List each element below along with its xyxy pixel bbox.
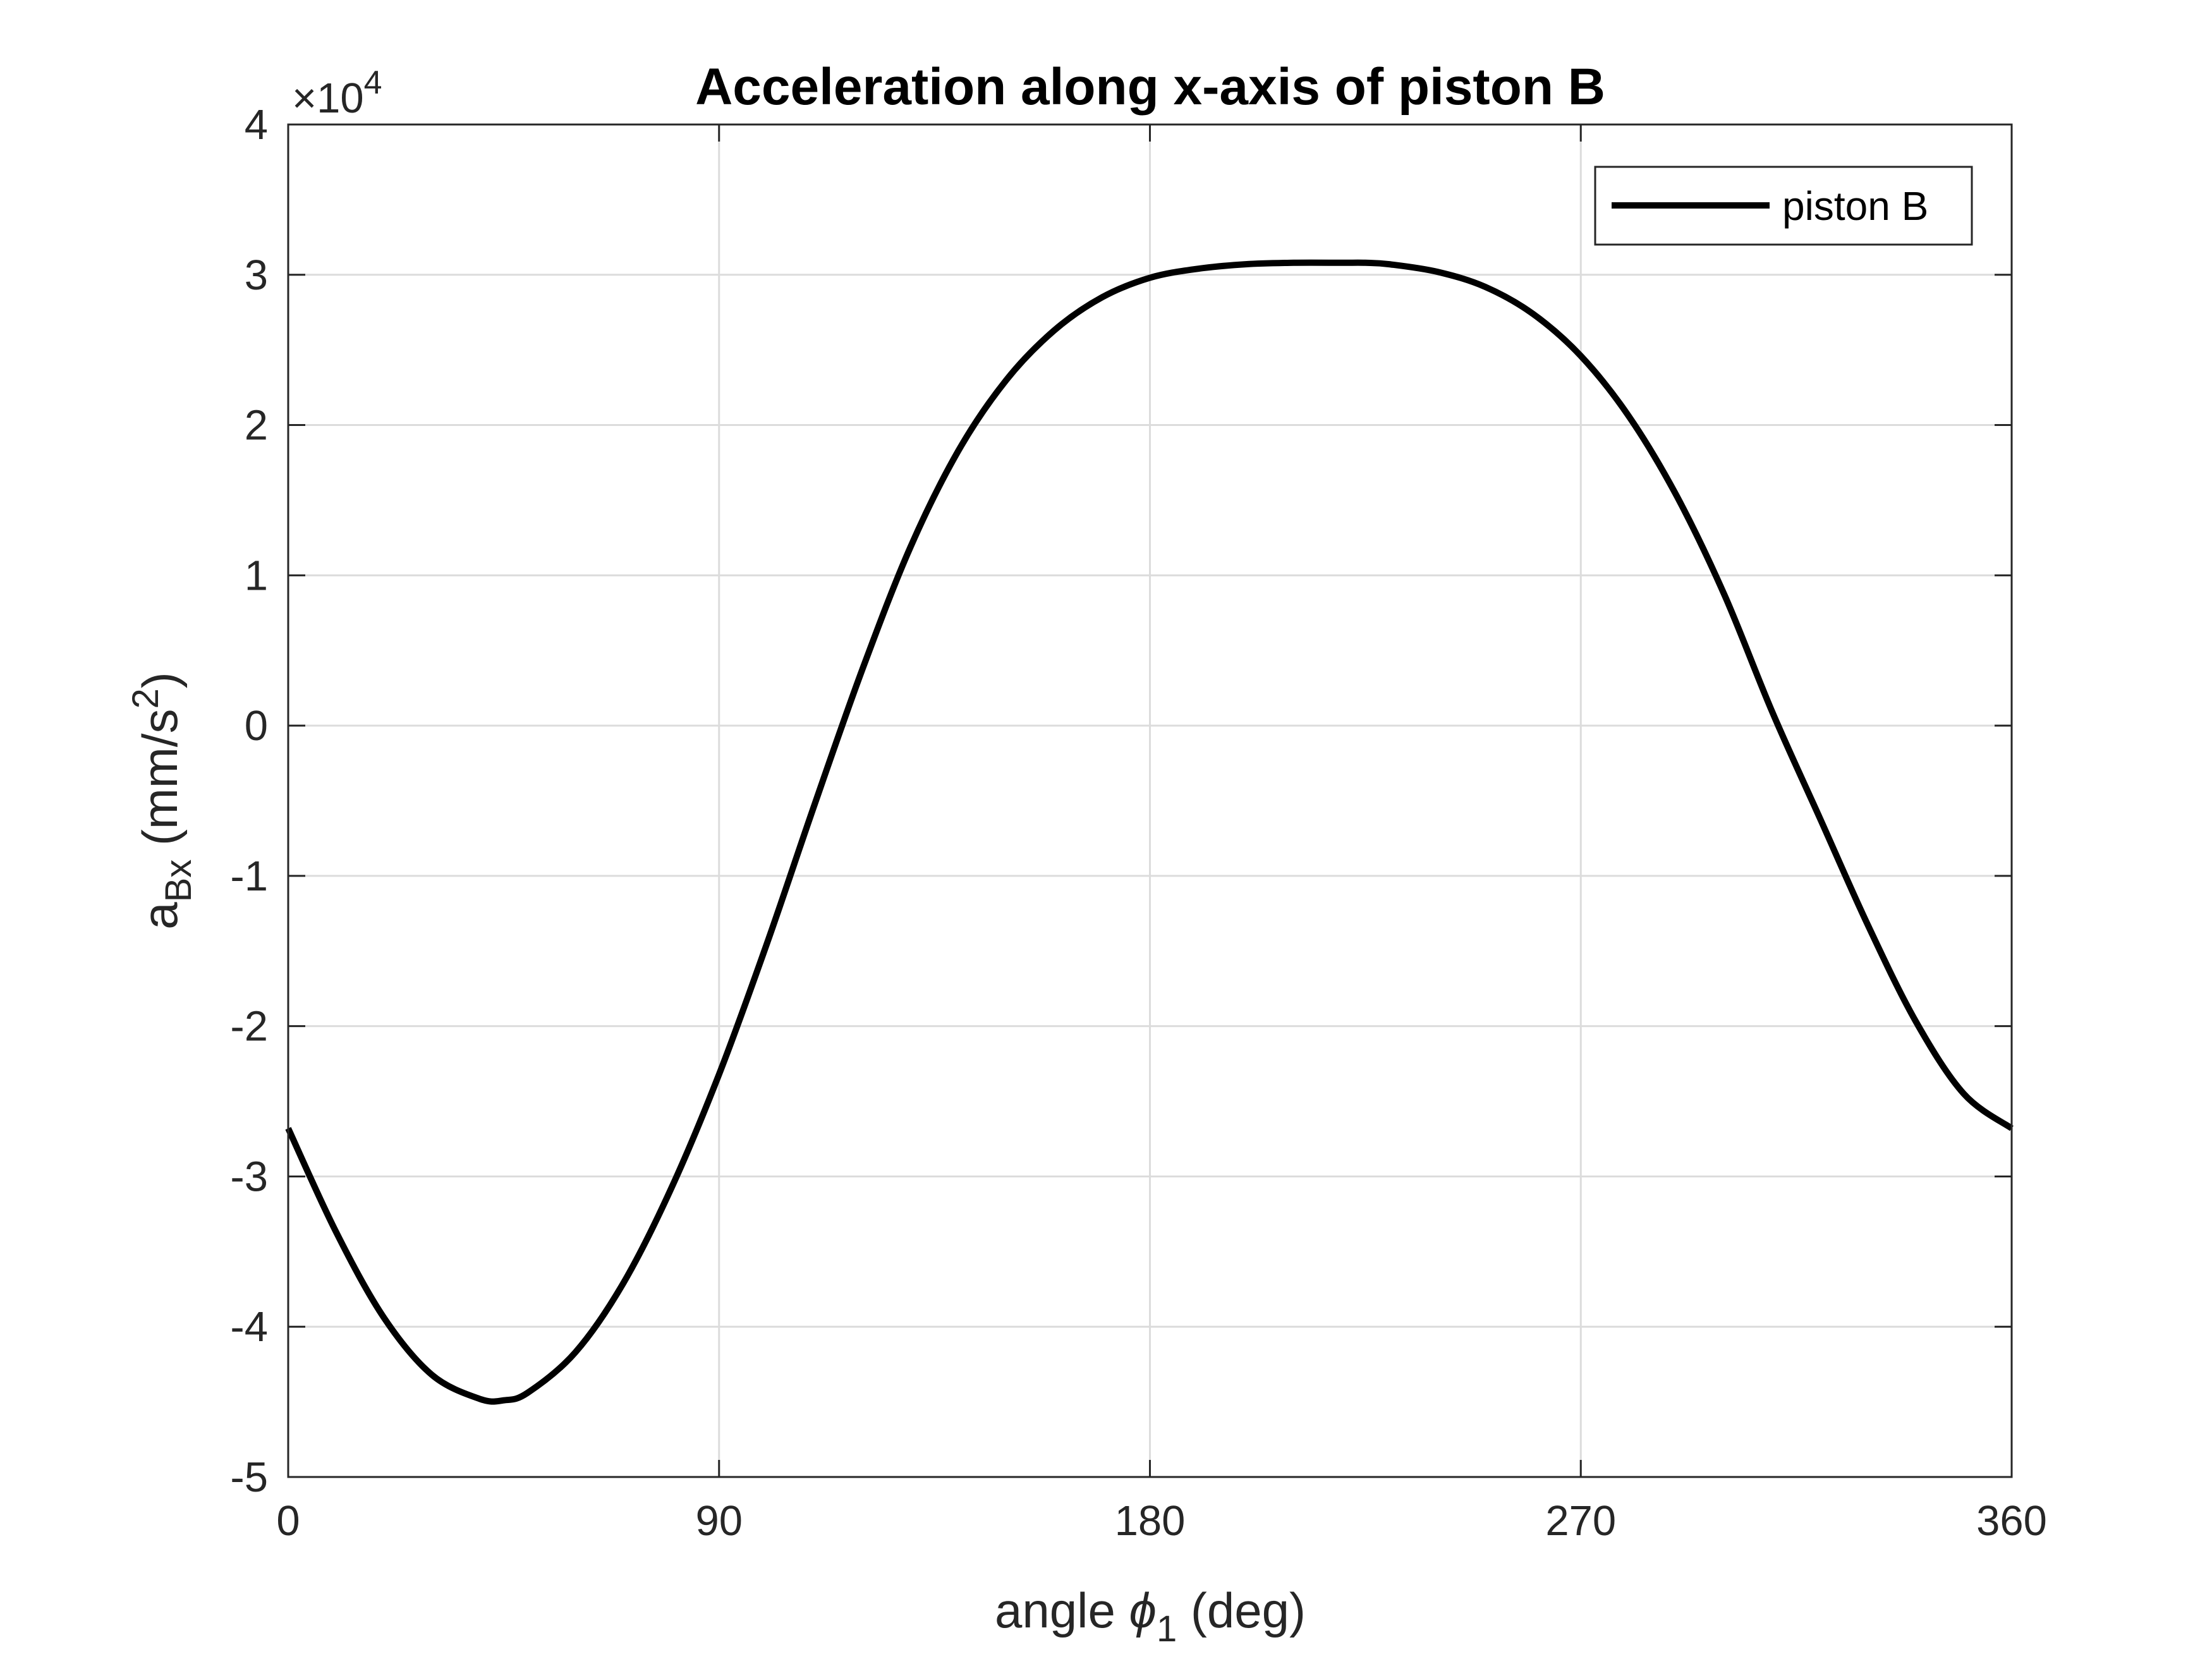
y-tick-label: -4	[230, 1303, 268, 1351]
x-axis-label-symbol: ϕ	[1129, 1583, 1157, 1638]
y-tick-label: -5	[230, 1454, 268, 1501]
legend-entry-piston-b: piston B	[1782, 183, 1928, 229]
x-tick-label: 180	[1115, 1497, 1186, 1545]
y-tick-label: 4	[245, 101, 268, 149]
series-line-0	[285, 259, 2014, 1405]
y-axis-label-subscript: Bx	[158, 860, 199, 902]
y-exponent-power: 4	[364, 64, 382, 101]
x-tick-label: 360	[1976, 1497, 2047, 1545]
x-axis-label-unit: (deg)	[1177, 1583, 1306, 1638]
tick-labels: 0 90 180 270 360 -5 -4 -3 -2 -1 0 1 2 3 4	[230, 101, 2046, 1545]
y-tick-label: 1	[245, 552, 268, 599]
y-exponent-prefix: ×10	[292, 75, 364, 122]
y-axis-label: aBx (mm/s2)	[125, 672, 199, 930]
x-axis-label: angle ϕ1 (deg)	[995, 1583, 1306, 1650]
x-tick-label: 90	[695, 1497, 743, 1545]
x-axis-label-subscript: 1	[1157, 1608, 1177, 1650]
tick-marks	[287, 123, 2013, 1478]
series-layer	[285, 259, 2014, 1405]
y-tick-label: 0	[245, 702, 268, 750]
y-tick-label: -2	[230, 1003, 268, 1050]
y-tick-label: -3	[230, 1153, 268, 1200]
x-tick-label: 0	[276, 1497, 300, 1545]
y-axis-label-unit-open: (mm/s	[132, 708, 188, 859]
x-axis-label-text: angle	[995, 1583, 1129, 1638]
chart-title: Acceleration along x-axis of piston B	[695, 58, 1605, 116]
y-tick-label: 3	[245, 252, 268, 299]
y-tick-label: -1	[230, 853, 268, 900]
y-axis-label-text: a	[132, 902, 188, 930]
x-tick-label: 270	[1545, 1497, 1616, 1545]
y-axis-label-superscript: 2	[125, 688, 166, 708]
legend: piston B	[1594, 166, 1973, 246]
y-tick-label: 2	[245, 402, 268, 449]
y-axis-label-unit-close: )	[132, 672, 188, 688]
y-exponent-label: ×104	[292, 64, 382, 122]
